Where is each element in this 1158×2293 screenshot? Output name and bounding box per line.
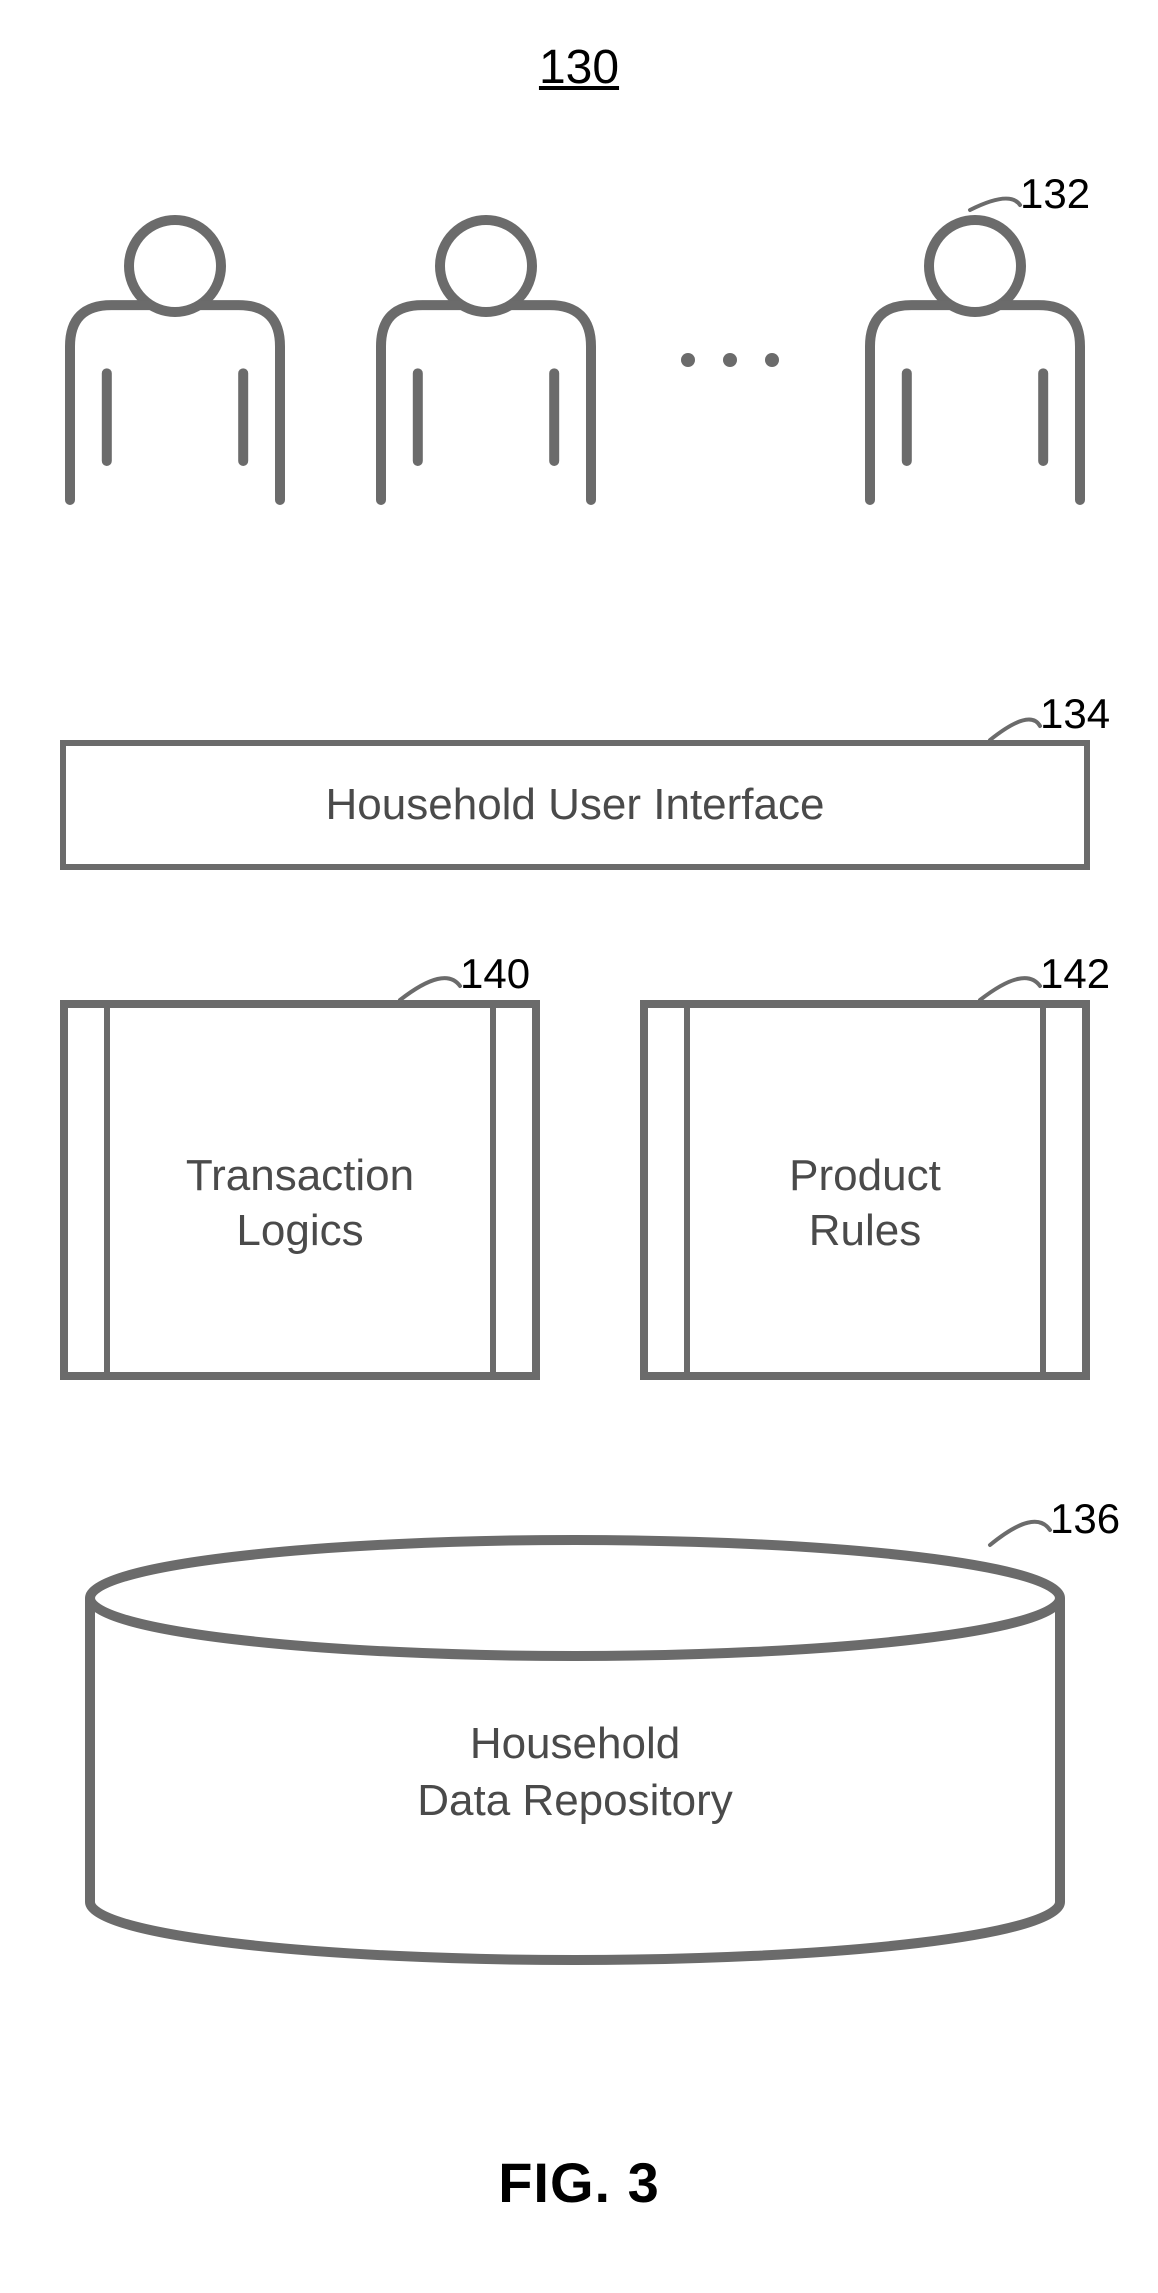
user-icon — [60, 210, 290, 510]
label-line: Rules — [809, 1206, 922, 1255]
ellipsis-icon — [681, 353, 779, 367]
figure-reference-number: 130 — [539, 40, 619, 95]
product-rules-label: Product Rules — [648, 1148, 1082, 1258]
label-line: Logics — [236, 1206, 363, 1255]
callout-label-repository: 136 — [1050, 1495, 1120, 1543]
callout-label-ui: 134 — [1040, 690, 1110, 738]
transaction-logics-label: Transaction Logics — [68, 1148, 532, 1258]
household-ui-box: Household User Interface — [60, 740, 1090, 870]
dot-icon — [723, 353, 737, 367]
label-line: Household — [470, 1719, 680, 1768]
figure-page: 130 132 Household User Interface 134 Tra… — [0, 0, 1158, 2293]
callout-label-product: 142 — [1040, 950, 1110, 998]
user-icon — [371, 210, 601, 510]
dot-icon — [765, 353, 779, 367]
data-repository-label: Household Data Repository — [80, 1715, 1070, 1829]
callout-label-users: 132 — [1020, 170, 1090, 218]
transaction-logics-box: Transaction Logics — [60, 1000, 540, 1380]
label-line: Product — [789, 1151, 941, 1200]
data-repository-cylinder: Household Data Repository — [80, 1530, 1070, 1970]
product-rules-box: Product Rules — [640, 1000, 1090, 1380]
dot-icon — [681, 353, 695, 367]
household-ui-label: Household User Interface — [326, 780, 825, 830]
users-row — [60, 210, 1090, 510]
label-line: Data Repository — [417, 1776, 732, 1825]
callout-label-transaction: 140 — [460, 950, 530, 998]
figure-caption: FIG. 3 — [498, 2150, 660, 2215]
user-icon — [860, 210, 1090, 510]
label-line: Transaction — [186, 1151, 414, 1200]
